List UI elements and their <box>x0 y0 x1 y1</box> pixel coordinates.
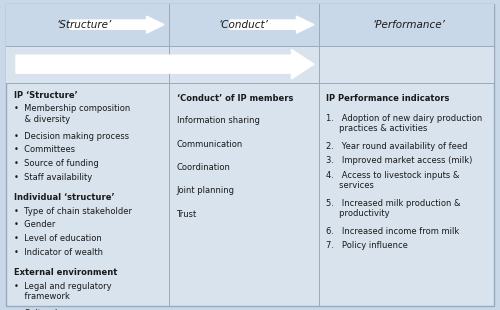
Text: Joint planning: Joint planning <box>176 186 234 195</box>
FancyArrow shape <box>70 16 164 33</box>
Text: •  Indicator of wealth: • Indicator of wealth <box>14 248 102 257</box>
Text: •  Staff availability: • Staff availability <box>14 173 92 182</box>
Text: •  Source of funding: • Source of funding <box>14 159 98 168</box>
Text: •  Level of education: • Level of education <box>14 234 101 243</box>
Text: ‘Conduct’ of IP members: ‘Conduct’ of IP members <box>176 94 293 103</box>
Text: •  Committees: • Committees <box>14 145 74 154</box>
Text: IP ‘Structure’: IP ‘Structure’ <box>14 91 77 100</box>
FancyBboxPatch shape <box>6 4 494 46</box>
FancyBboxPatch shape <box>6 4 494 306</box>
Text: External environment: External environment <box>14 268 117 277</box>
Text: Information sharing: Information sharing <box>176 116 260 125</box>
FancyBboxPatch shape <box>6 46 494 83</box>
Text: Communication: Communication <box>176 140 243 148</box>
Text: •  Decision making process: • Decision making process <box>14 132 128 141</box>
Text: IP Performance indicators: IP Performance indicators <box>326 94 450 103</box>
Text: 7.   Policy influence: 7. Policy influence <box>326 241 408 250</box>
Text: 6.   Increased income from milk: 6. Increased income from milk <box>326 227 460 236</box>
Text: ‘Structure’: ‘Structure’ <box>57 20 112 30</box>
Text: Individual ‘structure’: Individual ‘structure’ <box>14 193 114 202</box>
Text: 3.   Improved market access (milk): 3. Improved market access (milk) <box>326 156 473 165</box>
Text: •  Legal and regulatory
    framework: • Legal and regulatory framework <box>14 281 111 301</box>
Text: ‘Conduct’: ‘Conduct’ <box>219 20 269 30</box>
Text: ‘Performance’: ‘Performance’ <box>373 20 446 30</box>
Text: •  Cultural norms: • Cultural norms <box>14 309 86 310</box>
Text: Coordination: Coordination <box>176 163 231 172</box>
Text: •  Membership composition
    & diversity: • Membership composition & diversity <box>14 104 130 124</box>
Text: 1.   Adoption of new dairy production
     practices & activities: 1. Adoption of new dairy production prac… <box>326 114 483 133</box>
Text: 5.   Increased milk production &
     productivity: 5. Increased milk production & productiv… <box>326 199 461 218</box>
Text: 4.   Access to livestock inputs &
     services: 4. Access to livestock inputs & services <box>326 170 460 190</box>
FancyArrow shape <box>16 50 314 79</box>
Text: 2.   Year round availability of feed: 2. Year round availability of feed <box>326 142 468 151</box>
Text: •  Type of chain stakeholder: • Type of chain stakeholder <box>14 206 132 215</box>
Text: •  Gender: • Gender <box>14 220 55 229</box>
FancyArrow shape <box>230 16 314 33</box>
Text: Trust: Trust <box>176 210 197 219</box>
